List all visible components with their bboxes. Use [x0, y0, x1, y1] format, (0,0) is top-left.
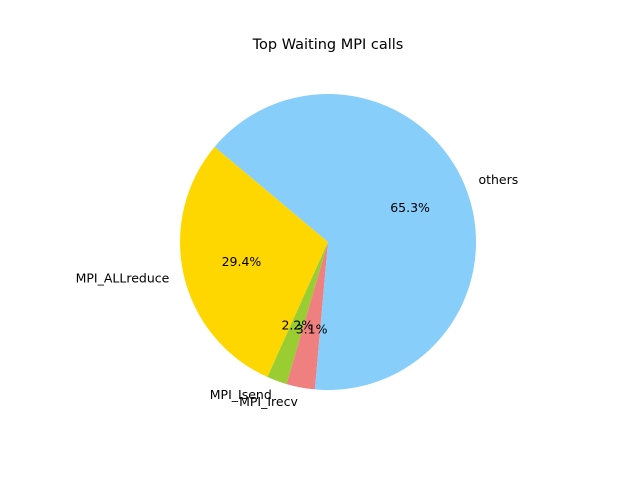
slice-percent-label: 65.3%: [390, 200, 430, 215]
pie-labels: MPI_ALLreduce 29.4% MPI_Isend 2.2% MPI_Irecv…: [76, 172, 519, 409]
slice-percent-label: 29.4%: [222, 254, 262, 269]
pie-slice-mpi-allreduce: [179, 146, 328, 378]
slice-label: MPI_ALLreduce: [76, 270, 170, 285]
slice-percent-label: 2.2%: [281, 317, 313, 332]
pie-slices: [179, 94, 477, 391]
slice-label: others: [478, 172, 518, 187]
pie-slice-others: [214, 94, 477, 391]
slice-label: MPI_Irecv: [239, 394, 298, 409]
slice-percent-label: 3.1%: [296, 321, 328, 336]
slice-label: MPI_Isend: [210, 387, 272, 402]
pie-slice-mpi-irecv: [286, 242, 328, 390]
pie-slice-mpi-isend: [267, 242, 328, 385]
chart-title: Top Waiting MPI calls: [252, 37, 404, 53]
